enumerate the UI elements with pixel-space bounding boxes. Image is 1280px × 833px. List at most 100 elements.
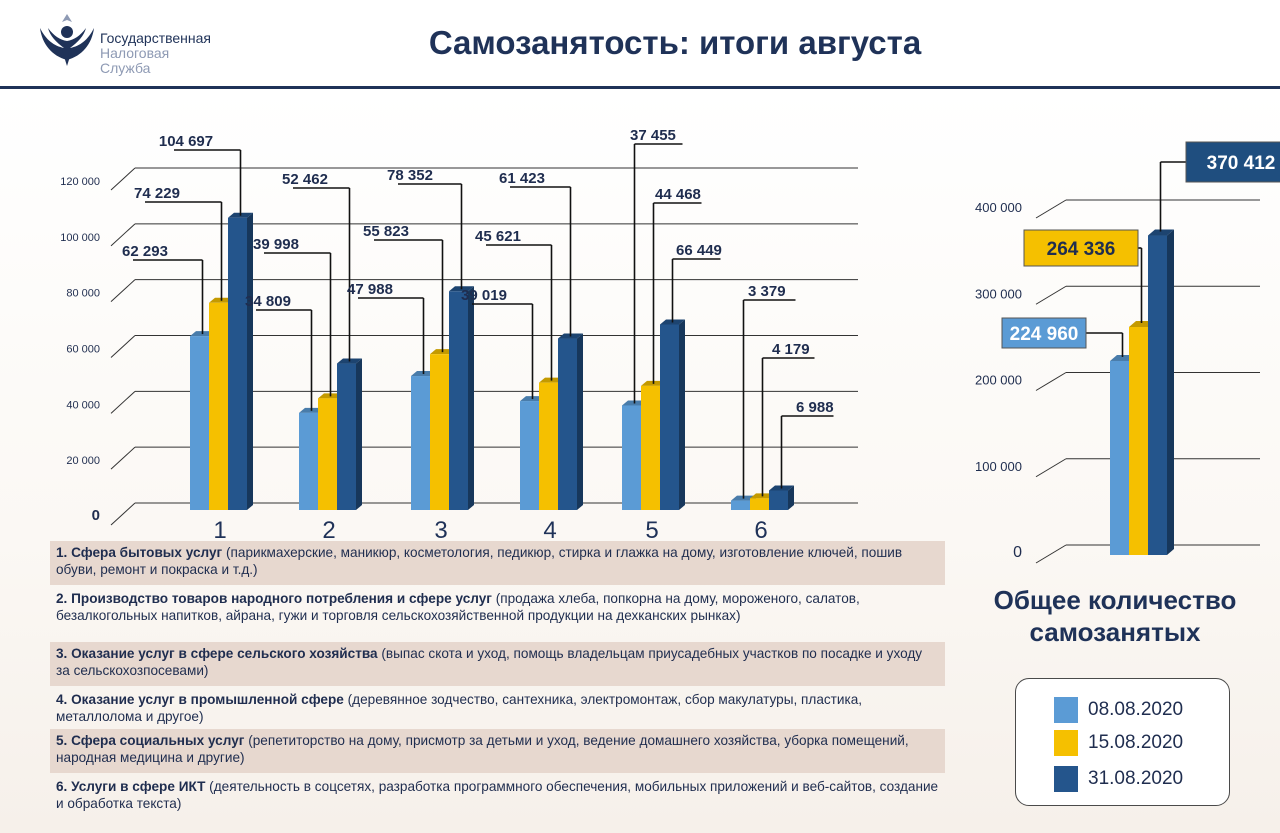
data-label-box [1185,141,1280,183]
data-label: 264 336 [1047,239,1116,260]
category-title: 3. Оказание услуг в сфере сельского хозя… [56,646,378,661]
y-gridline-diag [110,279,136,303]
x-tick-label: 2 [322,517,335,540]
bar [449,291,468,510]
bar-side [356,358,362,510]
y-tick-label: 400 000 [975,200,1022,215]
y-tick-label: 20 000 [66,455,100,467]
bar [769,490,788,510]
category-description: (выпас скота и уход, помощь владельцам п… [56,646,923,678]
bar-side [788,485,794,510]
y-gridline-diag [1035,285,1067,305]
category-description: (парикмахерские, маникюр, косметология, … [56,545,903,577]
bar [190,336,209,510]
y-tick-label: 120 000 [60,176,100,188]
category-title: 4. Оказание услуг в промышленной сфере [56,692,344,707]
bar [209,302,228,510]
y-tick-label: 0 [1013,544,1022,561]
category-description: (деревянное зодчество, сантехника, элект… [56,692,863,724]
bar [641,385,660,510]
bar [660,324,679,510]
data-label: 74 229 [134,185,180,202]
bar [430,354,449,510]
legend: 08.08.2020 15.08.2020 31.08.2020 [1015,678,1230,806]
y-tick-label: 60 000 [66,344,100,356]
y-gridline-diag [1035,372,1067,391]
data-label: 224 960 [1010,324,1079,345]
x-tick-label: 4 [543,517,556,540]
data-label-box [1001,317,1087,349]
bar [411,376,430,510]
header: Государственная Налоговая Служба Самозан… [0,0,1280,88]
org-line-3: Служба [100,60,151,76]
total-bar-chart: 0 100 000 200 000 300 000 400 000 224 960 264 … [975,141,1280,564]
category-item-4: 4. Оказание услуг в промышленной сфере (… [50,688,945,726]
y-tick-label: 40 000 [66,399,100,411]
bar-side [1167,229,1174,555]
y-tick-label: 100 000 [60,232,100,244]
data-label: 34 809 [245,293,291,310]
legend-swatch-1 [1054,697,1078,723]
data-label: 61 423 [499,170,545,187]
bar [228,217,247,510]
bar-side [468,286,474,510]
bar [622,405,641,510]
org-line-2: Налоговая [100,45,170,61]
bar [558,338,577,510]
bar [750,498,769,510]
y-tick-label: 100 000 [975,459,1022,474]
bar [1110,360,1129,555]
bar [539,382,558,510]
x-tick-label: 3 [434,517,447,540]
data-label: 39 998 [253,236,299,253]
y-gridline-diag [1035,458,1067,478]
bar [731,500,750,510]
org-line-1: Государственная [100,30,212,46]
data-label: 66 449 [676,242,722,259]
category-item-6: 6. Услуги в сфере ИКТ (деятельность в со… [50,775,945,815]
category-title: 1. Сфера бытовых услуг [56,545,223,560]
category-title: 5. Сфера социальных услуг [56,733,245,748]
y-tick-label: 0 [92,507,100,524]
data-label: 47 988 [347,281,393,298]
data-label: 78 352 [387,167,433,184]
category-item-3: 3. Оказание услуг в сфере сельского хозя… [50,642,945,686]
total-title-line-2: самозанятых [1029,617,1201,647]
x-tick-label: 5 [645,517,658,540]
data-label: 62 293 [122,243,168,260]
y-tick-label: 80 000 [66,288,100,300]
y-tick-label: 300 000 [975,286,1022,301]
legend-label-2: 15.08.2020 [1088,732,1184,753]
y-gridline-diag [110,167,136,191]
category-description: (продажа хлеба, попкорна на дому, мороже… [56,591,860,623]
category-item-1: 1. Сфера бытовых услуг (парикмахерские, … [50,541,945,585]
data-label: 370 412 [1207,153,1276,174]
bar-side [247,212,253,510]
category-description: (деятельность в соцсетях, разработка про… [56,779,939,811]
tax-service-logo [40,14,94,66]
y-tick-label: 200 000 [975,373,1022,388]
category-title: 2. Производство товаров народного потреб… [56,591,492,606]
page-title: Самозанятость: итоги августа [428,24,922,61]
y-gridline-diag [110,390,136,414]
data-label: 44 468 [655,186,701,203]
header-divider [0,86,1280,89]
category-bar-chart: 0 20 000 40 000 60 000 80 000 100 000 120 000 6… [60,127,858,540]
category-item-5: 5. Сфера социальных услуг (репетиторство… [50,729,945,773]
data-label: 55 823 [363,223,409,240]
bar [299,412,318,510]
x-tick-label: 1 [213,517,226,540]
org-name: Государственная Налоговая Служба [100,31,211,76]
bar [520,401,539,510]
data-label: 104 697 [159,133,213,150]
legend-label-1: 08.08.2020 [1088,699,1184,720]
category-item-2: 2. Производство товаров народного потреб… [50,587,945,639]
bar [337,363,356,510]
bar-side [577,333,583,510]
total-chart-title: Общее количество самозанятых [950,584,1280,648]
bar-top [1148,229,1174,236]
bar [1129,327,1148,555]
legend-swatch-2 [1054,730,1078,756]
data-label: 3 379 [748,283,786,300]
data-label: 45 621 [475,228,521,245]
